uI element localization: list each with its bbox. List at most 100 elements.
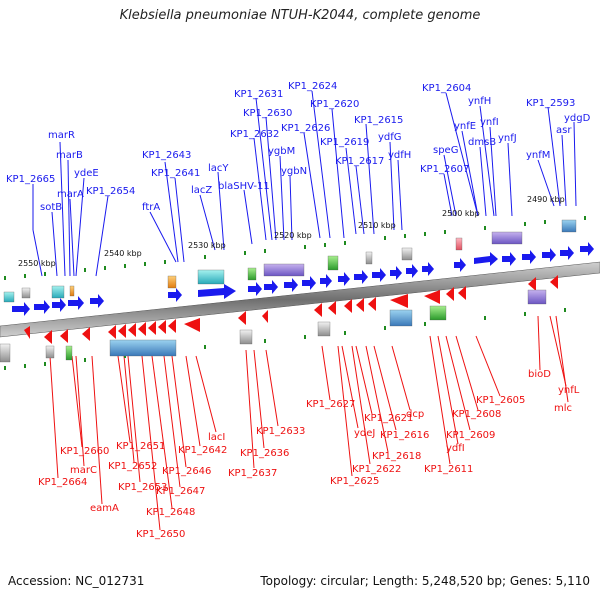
- gene-label: KP1_2643: [142, 150, 191, 161]
- gene-label: ynfL: [558, 385, 580, 396]
- callout-line: [151, 355, 173, 509]
- gene-arrow: [68, 296, 84, 310]
- gene-arrow: [108, 325, 116, 339]
- callout-line: [265, 116, 277, 241]
- gene-label: ygbN: [281, 166, 307, 177]
- gene-label: KP1_2609: [446, 430, 495, 441]
- bottom-gene-labels: KP1_2664 KP1_2660 marC eamA KP1_2651 KP1_2652…: [38, 369, 580, 540]
- gene-label: KP1_2607: [420, 164, 469, 175]
- feature-block: [167, 275, 177, 289]
- gene-arrow: [474, 252, 498, 266]
- gene-arrow: [454, 258, 466, 272]
- callout-line: [337, 345, 353, 477]
- callout-line: [69, 198, 75, 277]
- feature-block: [247, 267, 257, 281]
- gene-arrow: [372, 268, 386, 282]
- feature-block: [51, 285, 65, 299]
- gene-arrow: [390, 266, 402, 280]
- callout-line: [321, 345, 331, 401]
- callout-line: [91, 355, 103, 505]
- bottom-callout-lines: [49, 315, 569, 531]
- callout-line: [75, 177, 85, 277]
- feature-block: [45, 345, 55, 359]
- feature-blocks: [0, 219, 577, 363]
- callout-line: [71, 355, 83, 448]
- gene-arrow: [560, 246, 574, 260]
- gene-label: ydfI: [446, 443, 465, 454]
- gene-label: marC: [70, 465, 97, 476]
- callout-line: [365, 345, 389, 453]
- feature-block: [527, 289, 547, 305]
- gene-arrow: [12, 302, 30, 316]
- callout-line: [351, 345, 371, 465]
- gene-label: KP1_2621: [364, 413, 413, 424]
- callout-line: [489, 126, 497, 217]
- gene-label: bioD: [528, 369, 551, 380]
- callout-line: [373, 345, 397, 431]
- gene-label: KP1_2630: [243, 108, 292, 119]
- gene-label: lacY: [208, 163, 229, 174]
- callout-line: [195, 355, 217, 433]
- callout-line: [171, 355, 187, 468]
- gene-arrow: [528, 277, 536, 291]
- callout-line: [67, 159, 71, 277]
- gene-arrow: [406, 264, 418, 278]
- callout-line: [355, 345, 373, 415]
- gene-arrow: [60, 329, 68, 343]
- gene-label: KP1_2665: [6, 174, 55, 185]
- gene-label: lacI: [208, 432, 225, 443]
- genome-summary: Topology: circular; Length: 5,248,520 bp…: [260, 574, 590, 588]
- gene-arrow: [24, 326, 30, 339]
- gene-arrow: [446, 287, 454, 301]
- gene-label: ygbM: [268, 146, 295, 157]
- callout-line: [255, 97, 273, 241]
- callout-line: [355, 165, 365, 235]
- callout-line: [311, 90, 331, 239]
- gene-label: KP1_2654: [86, 186, 135, 197]
- gene-label: asr: [556, 125, 572, 136]
- gene-arrow: [52, 298, 66, 312]
- scale-labels: 2550 kbp 2540 kbp 2530 kbp 2520 kbp 2510 kbp…: [18, 195, 565, 268]
- callout-line: [443, 173, 453, 217]
- gene-arrow: [502, 252, 516, 266]
- callout-line: [141, 355, 161, 531]
- feature-block: [429, 305, 447, 321]
- gene-label: ynfM: [526, 150, 550, 161]
- feature-block: [0, 343, 11, 363]
- scale-label: 2510 kbp: [358, 221, 396, 230]
- gene-label: KP1_2622: [352, 464, 401, 475]
- gene-label: KP1_2641: [151, 168, 200, 179]
- gene-label: KP1_2608: [452, 409, 501, 420]
- gene-label: ynfI: [480, 117, 499, 128]
- feature-block: [365, 251, 373, 265]
- callout-line: [217, 171, 225, 251]
- feature-block: [21, 287, 31, 299]
- callout-line: [174, 177, 185, 263]
- gene-label: sotB: [40, 202, 62, 213]
- callout-line: [389, 141, 395, 231]
- gene-arrow: [580, 242, 594, 256]
- callout-line: [253, 137, 267, 241]
- gene-label: blaSHV-11: [218, 181, 270, 192]
- callout-line: [32, 229, 43, 277]
- callout-line: [345, 147, 357, 235]
- feature-block: [109, 339, 177, 357]
- gene-arrow: [320, 274, 332, 288]
- feature-block: [263, 263, 305, 277]
- feature-block: [491, 231, 523, 245]
- callout-line: [455, 335, 479, 411]
- gene-label: KP1_2619: [320, 137, 369, 148]
- callout-line: [253, 349, 265, 449]
- gene-arrow: [422, 262, 434, 276]
- callout-line: [243, 189, 253, 245]
- gene-label: KP1_2626: [281, 123, 330, 134]
- gene-label: KP1_2636: [240, 448, 289, 459]
- gene-arrow: [138, 322, 146, 336]
- gene-label: KP1_2593: [526, 98, 575, 109]
- callout-line: [149, 211, 177, 263]
- gene-arrow: [168, 319, 176, 333]
- gene-label: KP1_2651: [116, 441, 165, 452]
- gene-arrow: [458, 286, 466, 300]
- callout-line: [549, 315, 567, 387]
- scale-label: 2550 kbp: [18, 259, 56, 268]
